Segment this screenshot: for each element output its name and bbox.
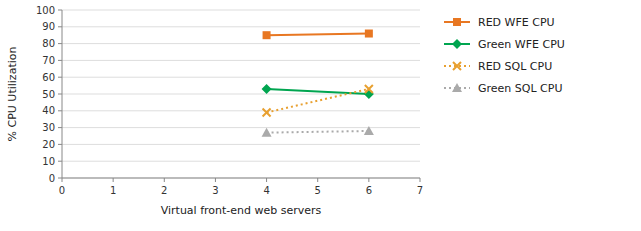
legend-marker	[453, 18, 461, 26]
grid-line	[62, 26, 420, 27]
grid-line	[62, 178, 420, 179]
point	[262, 84, 272, 94]
series-line	[267, 89, 369, 94]
x-tick	[368, 178, 369, 182]
grid-line	[62, 43, 420, 44]
legend: RED WFE CPU Green WFE CPU RED SQL CPU Green…	[444, 16, 565, 95]
grid-line	[62, 127, 420, 128]
plot-area	[262, 30, 374, 137]
x-tick	[164, 178, 165, 182]
grid-line	[62, 144, 420, 145]
y-tick	[58, 127, 62, 128]
x-axis	[62, 178, 420, 179]
y-tick	[58, 43, 62, 44]
grid-line	[62, 10, 420, 11]
series-line	[267, 34, 369, 36]
y-tick	[58, 161, 62, 162]
grid-line	[62, 161, 420, 162]
x-tick-label: 5	[315, 185, 321, 196]
y-tick-label: 10	[42, 156, 55, 167]
y-tick-label: 60	[42, 72, 55, 83]
y-tick-label: 100	[36, 5, 55, 16]
y-tick	[58, 10, 62, 11]
y-tick	[58, 110, 62, 111]
legend-label: Green SQL CPU	[478, 82, 562, 95]
y-tick-label: 50	[42, 89, 55, 100]
point	[263, 108, 271, 116]
legend-marker	[452, 39, 462, 49]
y-tick-label: 20	[42, 139, 55, 150]
x-tick	[266, 178, 267, 182]
point	[365, 85, 373, 93]
x-tick-label: 7	[417, 185, 423, 196]
x-tick	[317, 178, 318, 182]
x-tick	[215, 178, 216, 182]
x-tick	[62, 178, 63, 182]
point	[364, 126, 374, 135]
x-tick-label: 3	[212, 185, 218, 196]
x-tick-label: 6	[366, 185, 372, 196]
y-tick	[58, 26, 62, 27]
x-tick	[420, 178, 421, 182]
y-tick-label: 0	[49, 173, 55, 184]
series-line	[267, 89, 369, 113]
point	[262, 128, 272, 137]
y-tick-label: 90	[42, 21, 55, 32]
series-line	[267, 131, 369, 133]
y-tick-label: 40	[42, 105, 55, 116]
legend-label: RED SQL CPU	[478, 60, 552, 73]
y-tick	[58, 77, 62, 78]
legend-marker	[453, 62, 461, 70]
y-tick	[58, 178, 62, 179]
x-tick-label: 2	[161, 185, 167, 196]
x-tick-label: 0	[59, 185, 65, 196]
point	[263, 31, 271, 39]
x-tick-label: 4	[263, 185, 269, 196]
grid-line	[62, 77, 420, 78]
y-tick-label: 80	[42, 38, 55, 49]
legend-label: Green WFE CPU	[478, 38, 565, 51]
y-tick	[58, 60, 62, 61]
x-tick-label: 1	[110, 185, 116, 196]
grid	[62, 10, 420, 178]
x-tick	[113, 178, 114, 182]
chart: 0 10 20 30 40 50 60 70 80 90 100 0 1 2 3 4 5 6 7 Virtual fr…	[0, 0, 641, 231]
y-axis	[62, 10, 63, 178]
x-axis-label: Virtual front-end web servers	[161, 204, 322, 217]
point	[365, 30, 373, 38]
y-tick-label: 30	[42, 122, 55, 133]
y-tick	[58, 94, 62, 95]
legend-label: RED WFE CPU	[478, 16, 555, 29]
grid-line	[62, 110, 420, 111]
legend-marker	[452, 83, 462, 92]
y-tick-label: 70	[42, 55, 55, 66]
y-axis-label: % CPU Utilization	[6, 47, 19, 142]
y-tick	[58, 144, 62, 145]
grid-line	[62, 60, 420, 61]
